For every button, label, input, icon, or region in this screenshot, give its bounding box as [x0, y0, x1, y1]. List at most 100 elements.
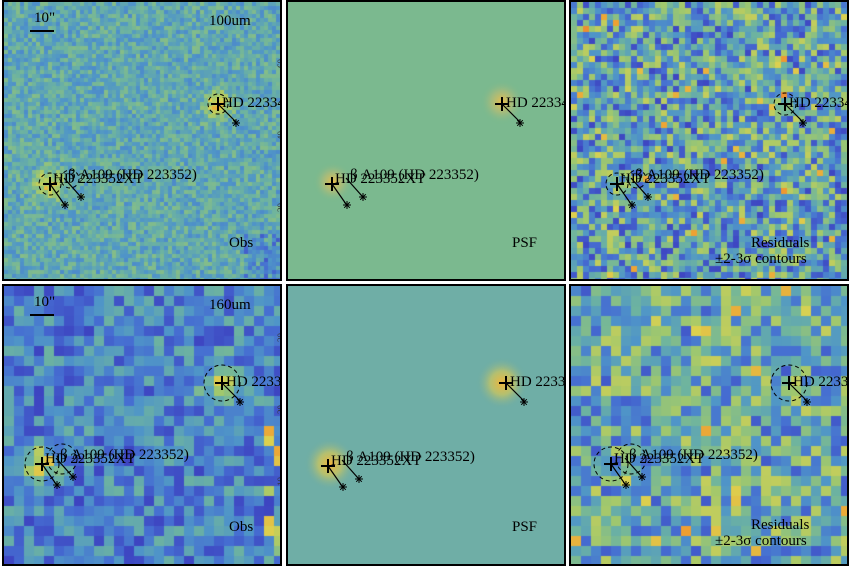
axis-tick: 20 — [276, 405, 282, 414]
proper-motion-star-marker — [69, 473, 77, 481]
proper-motion-star-marker — [516, 119, 524, 127]
proper-motion-vector — [345, 177, 363, 197]
proper-motion-star-marker — [77, 193, 85, 201]
source-label: HD 223340 — [789, 95, 849, 111]
band-label: 160um — [209, 297, 251, 313]
source-label: HD 223340 — [222, 95, 282, 111]
proper-motion-star-marker — [339, 483, 347, 491]
source-label: HD 223352XT — [614, 451, 704, 467]
psf-100um-image — [288, 2, 564, 279]
proper-motion-vector — [327, 465, 343, 487]
source-label: HD 223340 — [510, 374, 566, 390]
proper-motion-vector — [610, 463, 626, 485]
panel-obs-160um: HD 223340 β A109 (HD 223352) HD 223352XT 1… — [2, 284, 282, 566]
aperture-circle — [627, 169, 647, 189]
proper-motion-star-marker — [236, 398, 244, 406]
source-label: HD 223352XT — [620, 171, 710, 187]
axis-tick: 60 — [276, 59, 282, 68]
obs-160um-overlay: HD 223340 β A109 (HD 223352)HD 223352XT — [24, 364, 282, 489]
proper-motion-star-marker — [628, 201, 636, 209]
aperture-circle — [46, 443, 78, 475]
aperture-circle — [593, 446, 629, 482]
proper-motion-vector — [341, 459, 359, 479]
proper-motion-vector — [501, 103, 521, 123]
proper-motion-star-marker — [803, 398, 811, 406]
obs-100um-overlay: HD 223340 β A109 (HD 223352)HD 223352XT — [38, 93, 282, 209]
source-label: HD 223340 — [793, 374, 849, 390]
panel-label: ±2-3σ contours — [715, 251, 807, 267]
band-label: 100um — [209, 13, 251, 29]
proper-motion-vector — [41, 463, 57, 485]
source-label: β A109 (HD 223352) — [60, 447, 189, 463]
proper-motion-vector — [784, 103, 804, 123]
residual-160um-overlay: HD 223340 β A109 (HD 223352)HD 223352XT — [593, 364, 849, 489]
source-label: HD 223352XT — [45, 451, 135, 467]
source-label: β A109 (HD 223352) — [68, 167, 197, 183]
panel-obs-100um: HD 223340 β A109 (HD 223352) HD 223352XT 1… — [2, 0, 282, 281]
residual-160um-image — [571, 286, 847, 564]
aperture-circle — [24, 446, 60, 482]
panel-label: PSF — [512, 235, 538, 251]
panel-label: Obs — [229, 519, 254, 535]
proper-motion-star-marker — [355, 475, 363, 483]
aperture-circle — [38, 172, 62, 196]
proper-motion-star-marker — [232, 119, 240, 127]
residual-100um-image — [571, 2, 847, 279]
source-label: HD 223352XT — [53, 171, 143, 187]
proper-motion-star-marker — [644, 193, 652, 201]
axis-tick: 20 — [276, 203, 282, 212]
panel-label: Residuals — [751, 235, 810, 251]
proper-motion-star-marker — [638, 473, 646, 481]
source-label: β A109 (HD 223352) — [346, 449, 475, 465]
aperture-circle — [60, 169, 80, 189]
obs-160um-image — [4, 286, 280, 564]
proper-motion-vector — [616, 183, 632, 205]
obs-100um-image — [4, 2, 280, 279]
proper-motion-vector — [331, 183, 347, 205]
panel-residual-160um: HD 223340 β A109 (HD 223352)HD 223352XT R… — [569, 284, 849, 566]
proper-motion-vector — [217, 103, 237, 123]
panel-label: Obs — [229, 235, 254, 251]
panel-label: Residuals — [751, 517, 810, 533]
proper-motion-vector — [630, 177, 648, 197]
scale-bar-label: 10" — [34, 294, 56, 310]
axis-tick: 40 — [276, 131, 282, 140]
psf-160um-image — [288, 286, 564, 564]
axis-tick: 10 — [276, 477, 282, 486]
axis-tick: 30 — [276, 333, 282, 342]
psf-160um-overlay: HD 223340 β A109 (HD 223352)HD 223352XT — [321, 374, 566, 491]
proper-motion-star-marker — [61, 201, 69, 209]
proper-motion-vector — [505, 382, 525, 402]
panel-psf-160um: HD 223340 β A109 (HD 223352) HD 223352XT P… — [286, 284, 566, 566]
proper-motion-star-marker — [520, 398, 528, 406]
proper-motion-star-marker — [359, 193, 367, 201]
panel-label: PSF — [512, 519, 538, 535]
residual-100um-overlay: HD 223340 β A109 (HD 223352)HD 223352XT — [605, 92, 849, 209]
panel-label: ±2-3σ contours — [715, 533, 807, 549]
source-label: HD 223340 — [506, 95, 566, 111]
source-label: HD 223352XT — [335, 171, 425, 187]
proper-motion-star-marker — [343, 201, 351, 209]
proper-motion-star-marker — [53, 481, 61, 489]
source-label: HD 223352XT — [331, 453, 421, 469]
aperture-circle — [203, 364, 241, 402]
aperture-circle — [773, 92, 797, 116]
proper-motion-vector — [55, 457, 73, 477]
psf-100um-overlay: HD 223340 β A109 (HD 223352)HD 223352XT — [325, 95, 566, 209]
aperture-circle — [615, 443, 647, 475]
aperture-circle — [605, 172, 629, 196]
proper-motion-vector — [624, 457, 642, 477]
panel-psf-100um: HD 223340 β A109 (HD 223352) HD 223352XT P… — [286, 0, 566, 281]
source-label: β A109 (HD 223352) — [629, 447, 758, 463]
proper-motion-vector — [49, 183, 65, 205]
source-label: β A109 (HD 223352) — [350, 167, 479, 183]
proper-motion-vector — [788, 382, 808, 402]
source-label: HD 223340 — [226, 374, 282, 390]
aperture-circle — [207, 93, 229, 115]
proper-motion-star-marker — [799, 119, 807, 127]
scale-bar-label: 10" — [34, 10, 56, 26]
proper-motion-vector — [63, 177, 81, 197]
proper-motion-vector — [221, 382, 241, 402]
proper-motion-star-marker — [622, 481, 630, 489]
source-label: β A109 (HD 223352) — [635, 167, 764, 183]
